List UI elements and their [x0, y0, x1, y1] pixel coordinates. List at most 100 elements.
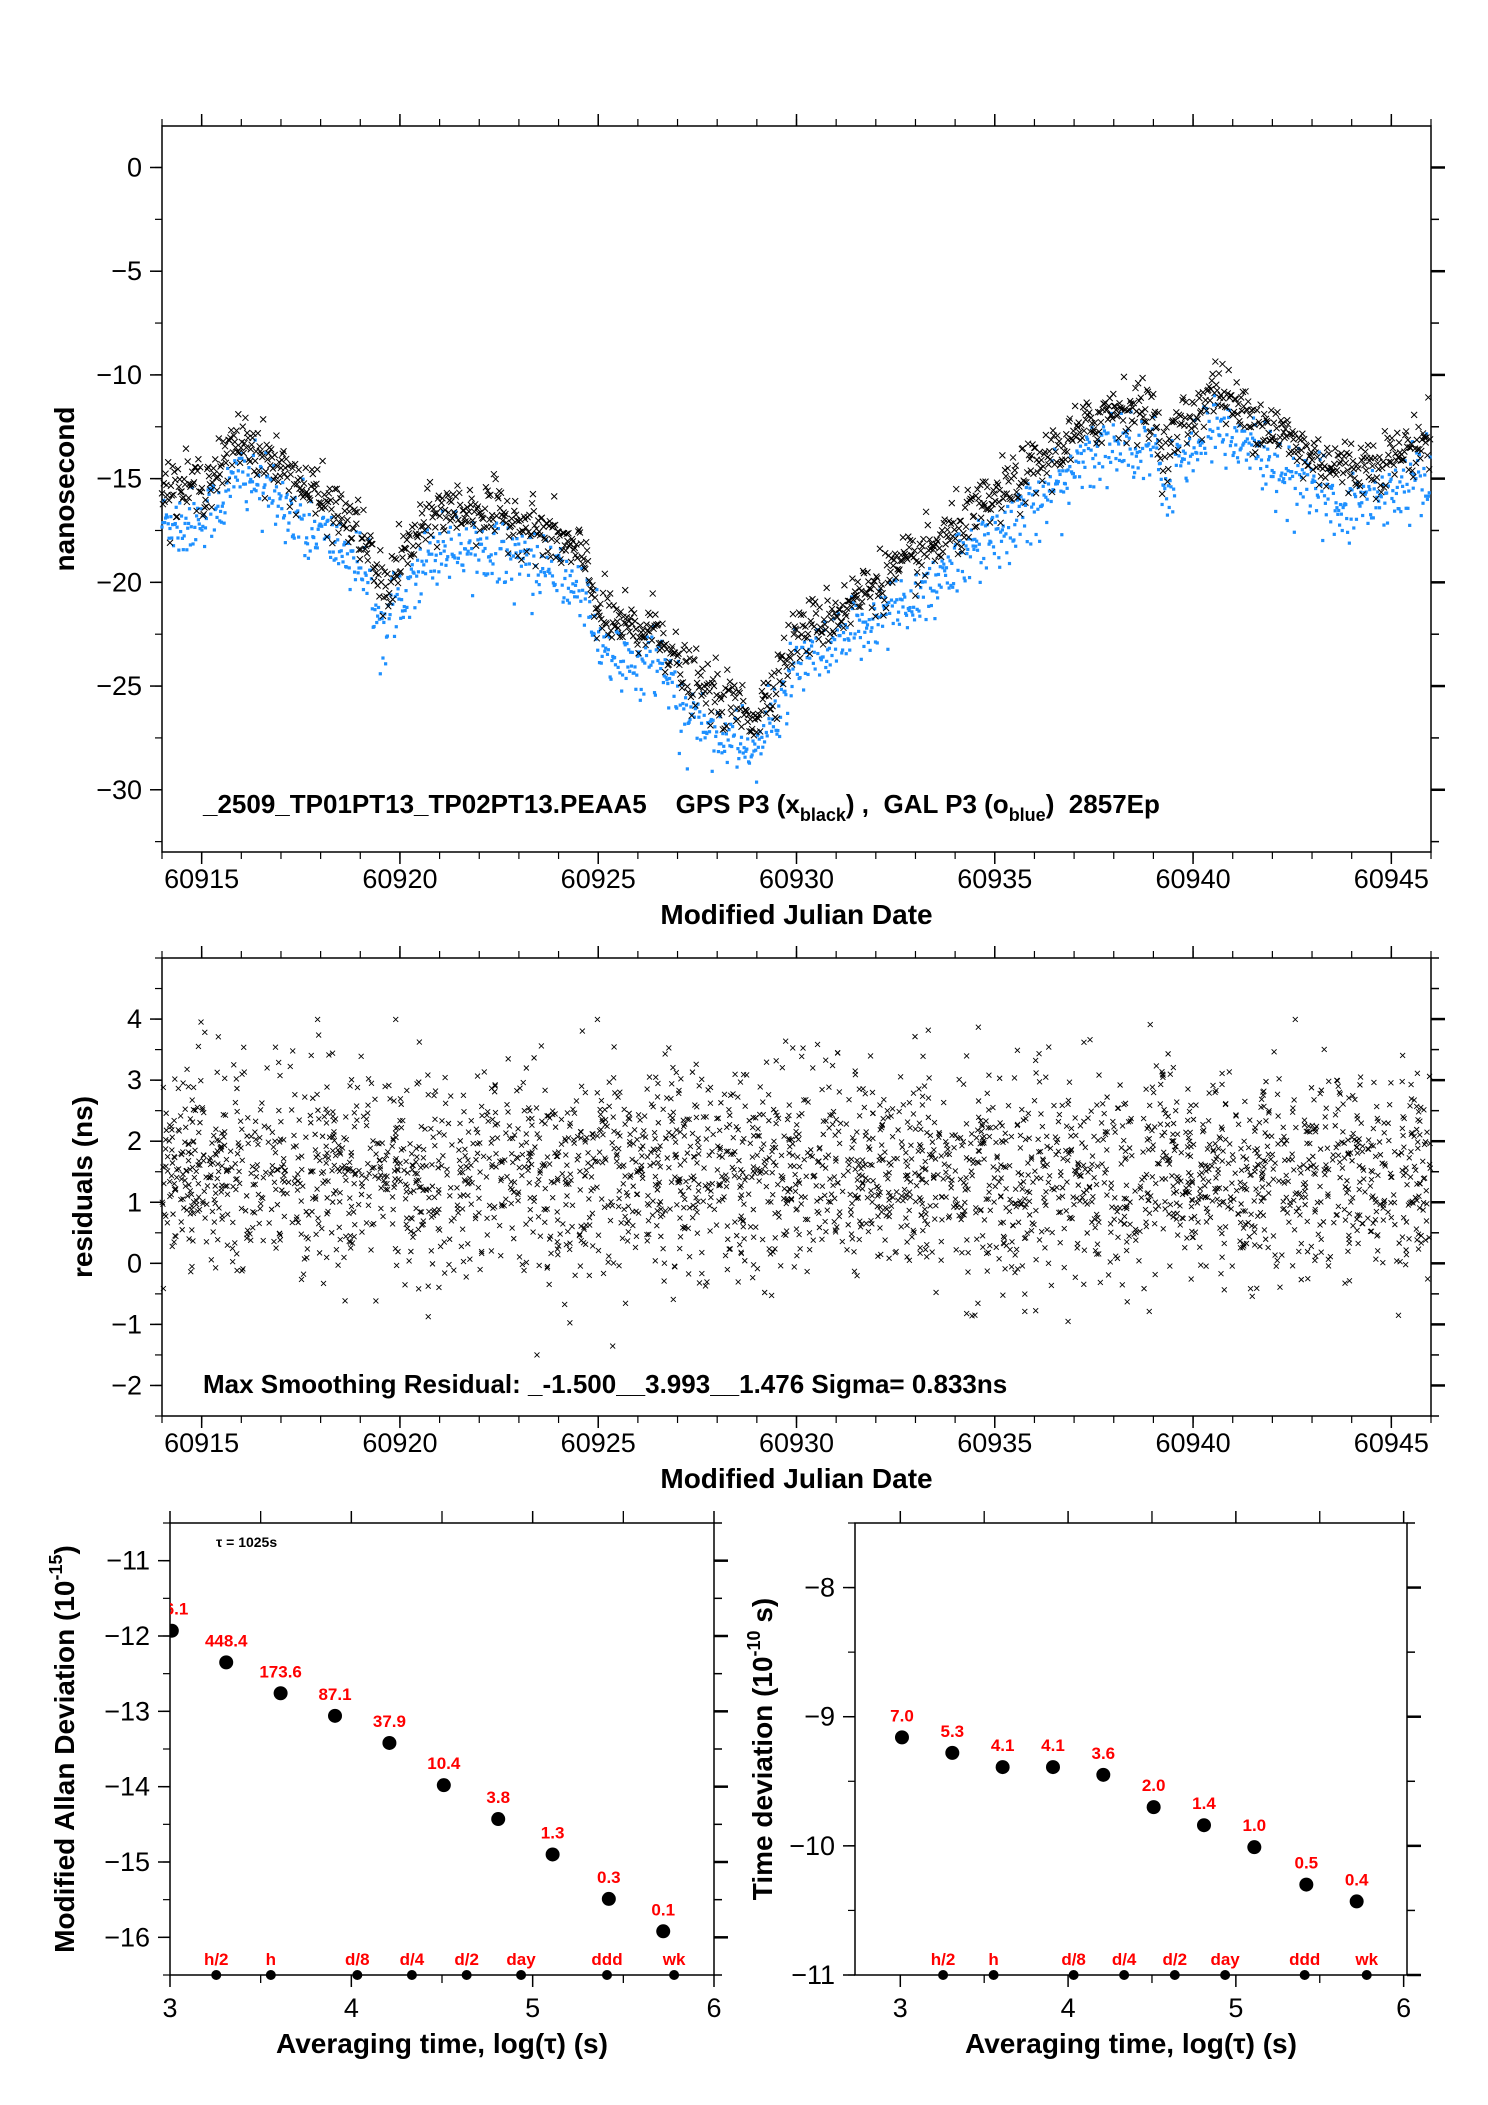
- residual-point: [654, 1187, 661, 1193]
- residual-point: [224, 1183, 230, 1189]
- gps-point: [173, 513, 181, 521]
- gal-point: [561, 600, 565, 604]
- gal-point: [187, 521, 191, 526]
- gal-point: [626, 665, 630, 669]
- residual-point: [832, 1229, 839, 1235]
- gal-point: [1376, 490, 1380, 494]
- residual-point: [564, 1193, 570, 1199]
- gal-point: [572, 590, 576, 594]
- residual-point: [521, 1164, 528, 1170]
- gal-point: [353, 578, 358, 582]
- gps-point: [1291, 430, 1299, 438]
- gps-point: [423, 485, 431, 492]
- gps-point: [1267, 406, 1275, 414]
- gal-point: [332, 558, 336, 562]
- residual-point: [1255, 1162, 1262, 1169]
- gps-point: [608, 634, 616, 641]
- gal-point: [415, 558, 420, 562]
- residual-point: [677, 1162, 684, 1168]
- gps-point: [189, 480, 197, 488]
- residual-point: [886, 1169, 892, 1176]
- residual-point: [929, 1249, 935, 1255]
- gal-point: [1158, 461, 1162, 465]
- gps-point: [1109, 414, 1116, 422]
- gps-point: [441, 506, 449, 514]
- gps-point: [1303, 442, 1311, 450]
- gal-point: [570, 569, 574, 573]
- gal-point: [392, 571, 396, 575]
- residual-point: [1094, 1241, 1101, 1247]
- gal-point: [289, 501, 294, 506]
- gal-point: [1089, 448, 1093, 452]
- gal-point: [599, 661, 603, 665]
- gal-point: [467, 541, 471, 545]
- residual-point: [1028, 1227, 1035, 1234]
- residual-point: [956, 1076, 962, 1083]
- residual-point: [796, 1163, 803, 1170]
- gal-point: [1285, 518, 1289, 523]
- gal-point: [1250, 443, 1254, 447]
- gps-point: [1369, 442, 1377, 450]
- gps-point: [1222, 420, 1230, 428]
- residual-point: [324, 1195, 331, 1201]
- residual-point: [1359, 1220, 1366, 1227]
- residual-point: [800, 1045, 806, 1051]
- gps-point: [1382, 482, 1390, 489]
- residual-point: [898, 1139, 905, 1145]
- residual-point: [798, 1053, 805, 1060]
- residual-point: [952, 1168, 959, 1174]
- gal-point: [1140, 420, 1144, 424]
- gps-point: [642, 641, 649, 649]
- gal-point: [1274, 489, 1279, 494]
- gps-point: [284, 462, 292, 470]
- gal-point: [1220, 440, 1225, 444]
- gal-point: [209, 512, 213, 516]
- gps-point: [503, 497, 511, 505]
- residual-point: [877, 1204, 884, 1210]
- residual-point: [567, 1319, 573, 1326]
- residual-point: [789, 1045, 796, 1051]
- gal-point: [1360, 501, 1364, 505]
- gps-point: [1174, 446, 1182, 454]
- residual-point: [983, 1250, 990, 1257]
- gal-point: [671, 672, 675, 676]
- gal-point: [880, 624, 885, 628]
- residual-point: [461, 1108, 467, 1115]
- gal-point: [410, 563, 414, 567]
- residual-point: [998, 1138, 1005, 1144]
- gal-point: [1392, 499, 1396, 504]
- gal-point: [987, 542, 991, 546]
- gal-point: [950, 561, 954, 565]
- gps-point: [221, 442, 229, 450]
- gal-point: [597, 630, 601, 634]
- y-tick-label: 4: [127, 1004, 142, 1034]
- gal-point: [314, 542, 319, 546]
- gal-point: [502, 539, 506, 544]
- gal-point: [1394, 491, 1398, 496]
- gal-point: [861, 620, 865, 624]
- gal-point: [296, 509, 300, 513]
- residual-point: [902, 1215, 909, 1221]
- residual-point: [164, 1153, 171, 1160]
- x-tick-label: 60920: [362, 864, 437, 894]
- gal-point: [1297, 446, 1301, 451]
- gal-point: [1177, 454, 1181, 458]
- residual-point: [986, 1189, 992, 1196]
- gal-point: [1329, 520, 1333, 524]
- residual-point: [810, 1173, 817, 1179]
- residual-point: [221, 1142, 228, 1149]
- gal-point: [1014, 544, 1018, 548]
- gal-point: [1143, 429, 1147, 433]
- gal-point: [1219, 419, 1223, 423]
- residual-point: [754, 1265, 761, 1272]
- gal-point: [243, 482, 248, 486]
- residual-point: [162, 1146, 169, 1152]
- gal-point: [623, 643, 627, 647]
- gal-point: [1188, 436, 1192, 441]
- gal-point: [773, 699, 777, 703]
- gal-point: [817, 673, 822, 677]
- gal-point: [370, 607, 374, 611]
- gps-point: [209, 479, 216, 487]
- gal-point: [482, 572, 486, 576]
- residual-point: [553, 1153, 560, 1160]
